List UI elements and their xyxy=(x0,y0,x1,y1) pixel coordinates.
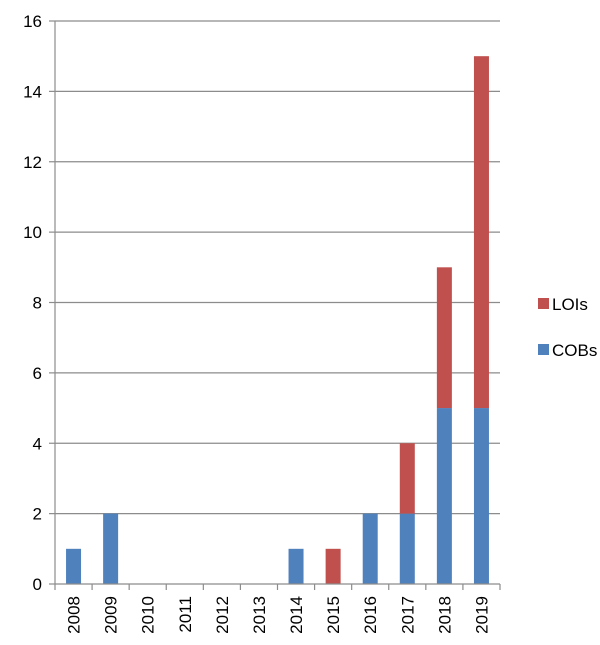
bar-cobs-2014 xyxy=(288,548,304,584)
x-tick-label: 2015 xyxy=(324,596,343,634)
y-tick-label: 4 xyxy=(33,434,42,453)
legend-label-lois: LOIs xyxy=(552,295,588,314)
legend-swatch-lois xyxy=(538,298,549,309)
bars xyxy=(66,56,489,584)
y-tick-label: 2 xyxy=(33,505,42,524)
x-tick-label: 2011 xyxy=(176,596,195,633)
x-tick-label: 2018 xyxy=(435,596,454,634)
bar-lois-2019 xyxy=(473,56,489,409)
gridlines xyxy=(55,20,500,515)
axes: 0 2 4 6 8 10 12 14 16 2008 2009 2010 2011 2012 2013 201… xyxy=(23,12,501,634)
x-tick-label: 2019 xyxy=(472,596,491,634)
x-tick-label: 2013 xyxy=(250,596,269,634)
legend-swatch-cobs xyxy=(538,344,549,355)
y-tick-label: 12 xyxy=(23,153,42,172)
y-tick-label: 10 xyxy=(23,223,42,242)
bar-cobs-2018 xyxy=(436,408,452,584)
y-tick-label: 6 xyxy=(33,364,42,383)
x-tick-label: 2008 xyxy=(65,596,84,634)
x-tick-label: 2010 xyxy=(139,596,158,634)
y-tick-label: 14 xyxy=(23,82,42,101)
bar-cobs-2017 xyxy=(399,513,415,584)
x-tick-label: 2012 xyxy=(213,596,232,634)
bar-cobs-2016 xyxy=(362,513,378,584)
x-tick-label: 2014 xyxy=(287,596,306,634)
bar-lois-2017 xyxy=(399,443,415,514)
bar-lois-2018 xyxy=(436,267,452,409)
bar-cobs-2009 xyxy=(103,513,119,584)
bar-cobs-2019 xyxy=(473,408,489,584)
y-tick-label: 0 xyxy=(33,575,42,594)
x-tick-label: 2016 xyxy=(361,596,380,634)
legend-label-cobs: COBs xyxy=(552,341,597,360)
x-tick-label: 2009 xyxy=(102,596,121,634)
bar-lois-2015 xyxy=(325,548,341,584)
y-tick-label: 16 xyxy=(23,12,42,31)
y-tick-label: 8 xyxy=(33,294,42,313)
bar-cobs-2008 xyxy=(66,548,82,584)
legend: LOIs COBs xyxy=(538,295,597,360)
x-tick-label: 2017 xyxy=(398,596,417,634)
